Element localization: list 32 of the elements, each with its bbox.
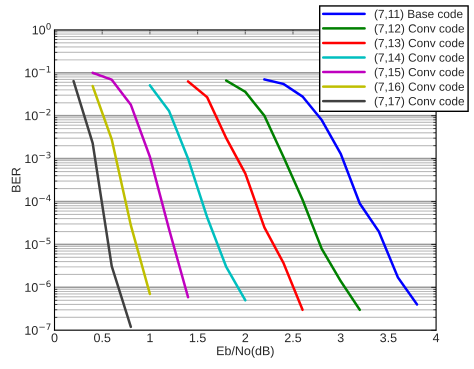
y-tick-label: 10$^{−6}$ xyxy=(25,280,51,292)
legend-label: (7,11) Base code xyxy=(374,9,463,20)
x-tick-label: 2.5 xyxy=(284,333,302,342)
legend-label: (7,15) Conv code xyxy=(374,68,464,79)
line-series xyxy=(72,80,132,328)
line-series xyxy=(224,79,362,312)
x-tick-label: 2 xyxy=(242,333,248,342)
x-tick-label: 3.5 xyxy=(380,333,397,342)
line-series xyxy=(148,84,247,302)
y-tick-label: 10$^{−5}$ xyxy=(25,238,51,250)
y-tick-label: 10$^{−1}$ xyxy=(25,66,50,78)
line-series xyxy=(186,80,304,312)
legend-label: (7,17) Conv code xyxy=(374,96,464,108)
y-tick-label: 10$^{−2}$ xyxy=(25,108,50,120)
x-tick-label: 0 xyxy=(52,333,58,342)
x-tick-label: 0.5 xyxy=(94,333,110,342)
y-axis-title: BER xyxy=(12,168,20,192)
x-tick-label: 3 xyxy=(338,333,344,342)
x-tick-label: 1 xyxy=(147,333,153,342)
legend-label: (7,13) Conv code xyxy=(374,38,464,50)
x-tick-label: 4 xyxy=(432,333,440,342)
line-series xyxy=(91,72,190,298)
legend-label: (7,14) Conv code xyxy=(374,53,464,64)
legend-label: (7,12) Conv code xyxy=(374,24,464,35)
x-axis-title: Eb/No(dB) xyxy=(217,346,274,358)
line-series xyxy=(91,84,152,296)
y-tick-label: 10$^{−3}$ xyxy=(25,152,51,164)
x-tick-label: 1.5 xyxy=(190,333,206,342)
legend-label: (7,16) Conv code xyxy=(374,82,464,94)
y-tick-label: 10$^{0}$ xyxy=(32,23,51,34)
y-tick-label: 10$^{−4}$ xyxy=(25,194,51,206)
y-tick-label: 10$^{−7}$ xyxy=(25,324,51,335)
